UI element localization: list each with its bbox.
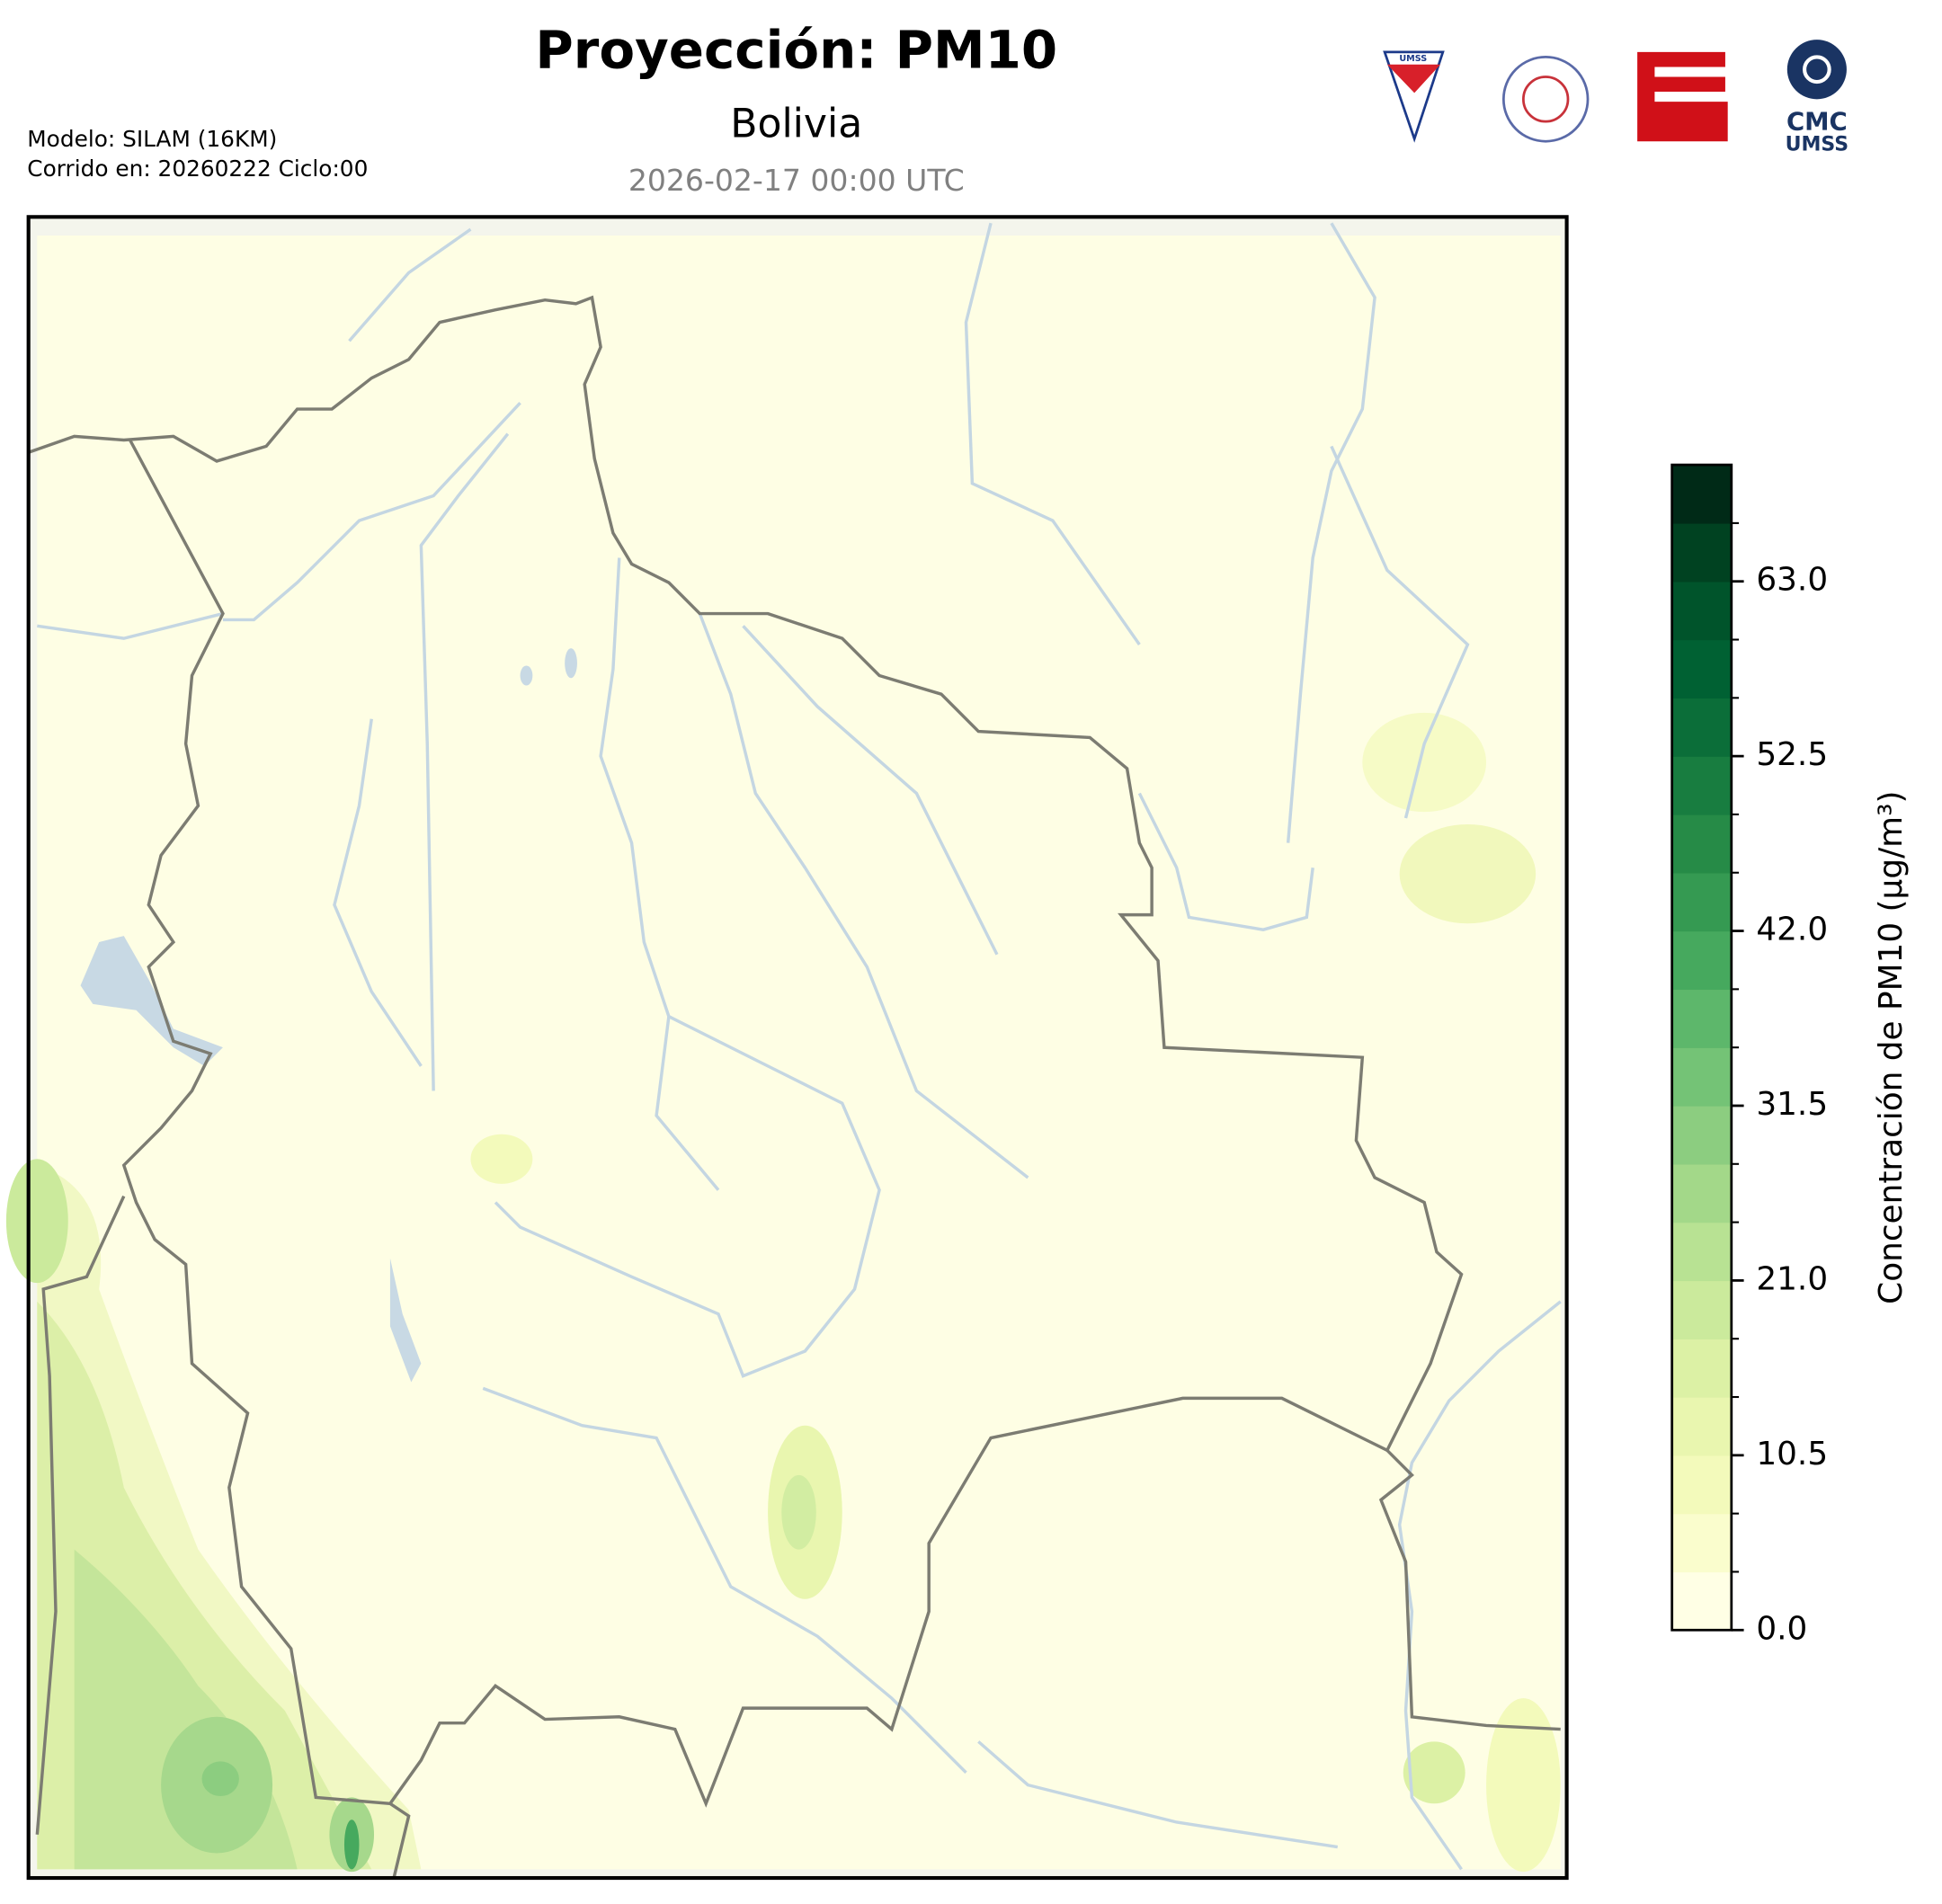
colorbar-band xyxy=(1671,1280,1732,1339)
colorbar-band xyxy=(1671,930,1732,991)
colorbar-band xyxy=(1671,1397,1732,1456)
colorbar-band xyxy=(1671,1513,1732,1573)
colorbar-band xyxy=(1671,989,1732,1048)
model: Modelo: SILAM (16KM) xyxy=(27,126,277,152)
colorbar-band xyxy=(1671,1455,1732,1515)
colorbar-band xyxy=(1671,1571,1732,1631)
colorbar-band xyxy=(1671,581,1732,641)
title: Proyección: PM10 xyxy=(535,19,1057,80)
run: Corrido en: 20260222 Ciclo:00 xyxy=(27,156,368,182)
colorbar-band xyxy=(1671,1222,1732,1282)
concentration-field xyxy=(5,712,1561,1873)
logo-text: UMSS xyxy=(1786,133,1849,156)
region: Bolivia xyxy=(730,102,862,147)
colorbar-band xyxy=(1671,1339,1732,1398)
colorbar-tick-label: 52.5 xyxy=(1756,736,1828,773)
logo-text: CMC xyxy=(1786,108,1848,137)
logos: UMSS CMC UMSS xyxy=(1383,40,1849,156)
map xyxy=(5,215,1569,1881)
colorbar-band xyxy=(1671,1105,1732,1165)
colorbar-band xyxy=(1671,465,1732,524)
colorbar-tick-label: 31.5 xyxy=(1756,1086,1828,1123)
colorbar-tick-label: 42.0 xyxy=(1756,912,1828,948)
colorbar-band xyxy=(1671,872,1732,932)
colorbar-tick-label: 21.0 xyxy=(1756,1260,1828,1297)
colorbar-band xyxy=(1671,756,1732,815)
colorbar-band xyxy=(1671,1047,1732,1107)
colorbar-band xyxy=(1671,814,1732,874)
logo-text: UMSS xyxy=(1399,54,1427,64)
colorbar-band xyxy=(1671,1163,1732,1223)
valid-time: 2026-02-17 00:00 UTC xyxy=(628,163,965,198)
colorbar-band xyxy=(1671,698,1732,757)
colorbar: 0.0 10.5 21.0 31.5 42.0 52.5 63.0 xyxy=(1670,463,1828,1647)
colorbar-tick-label: 63.0 xyxy=(1756,562,1828,599)
colorbar-label: Concentración de PM10 (µg/m³) xyxy=(1873,791,1910,1304)
colorbar-tick-label: 0.0 xyxy=(1756,1610,1807,1647)
colorbar-band xyxy=(1671,639,1732,699)
colorbar-tick-label: 10.5 xyxy=(1756,1436,1828,1472)
colorbar-frame xyxy=(1670,463,1733,1632)
colorbar-band xyxy=(1671,522,1732,583)
